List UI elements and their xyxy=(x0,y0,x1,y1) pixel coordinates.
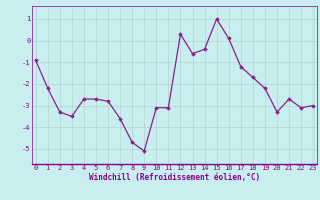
X-axis label: Windchill (Refroidissement éolien,°C): Windchill (Refroidissement éolien,°C) xyxy=(89,173,260,182)
